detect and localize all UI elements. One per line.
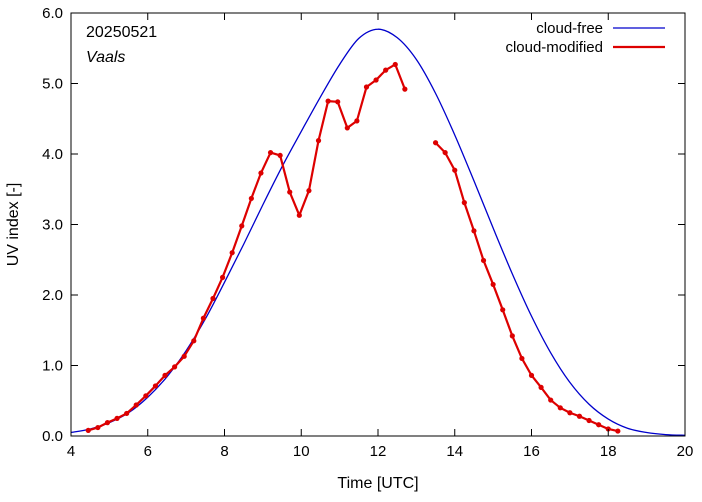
data-point-cloud-modified (296, 212, 302, 218)
data-point-cloud-modified (344, 125, 350, 131)
x-tick-label: 8 (220, 443, 228, 460)
data-point-cloud-modified (615, 428, 621, 434)
y-tick-label: 3.0 (42, 217, 63, 234)
data-point-cloud-modified (172, 364, 178, 370)
x-tick-label: 10 (293, 443, 310, 460)
data-point-cloud-modified (315, 138, 322, 144)
data-point-cloud-modified (402, 86, 408, 92)
site-annotation: Vaals (86, 49, 125, 66)
legend-label-cloud-free: cloud-free (536, 20, 603, 37)
data-point-cloud-modified (95, 424, 101, 431)
data-point-cloud-modified (432, 140, 439, 146)
data-point-cloud-modified (461, 200, 467, 206)
data-point-cloud-modified (442, 149, 448, 156)
data-point-cloud-modified (548, 397, 554, 403)
y-tick-label: 4.0 (42, 146, 63, 163)
data-point-cloud-modified (239, 223, 245, 229)
legend-label-cloud-modified: cloud-modified (505, 39, 603, 56)
data-point-cloud-modified (519, 355, 525, 362)
data-point-cloud-modified (287, 189, 293, 195)
x-tick-label: 12 (370, 443, 387, 460)
series-line-cloud-modified (87, 63, 406, 432)
x-tick-label: 16 (523, 443, 540, 460)
y-tick-label: 5.0 (42, 76, 63, 93)
y-tick-label: 2.0 (42, 287, 63, 304)
data-point-cloud-modified (124, 410, 130, 417)
data-point-cloud-modified (143, 393, 149, 399)
data-point-cloud-modified (277, 152, 283, 159)
data-point-cloud-modified (162, 372, 168, 378)
data-point-cloud-modified (586, 417, 592, 424)
data-point-cloud-modified (605, 426, 611, 432)
data-point-cloud-modified (471, 228, 477, 234)
data-point-cloud-modified (210, 295, 216, 302)
data-point-cloud-modified (576, 413, 583, 419)
data-point-cloud-modified (85, 427, 91, 433)
x-tick-label: 6 (144, 443, 152, 460)
y-axis-label: UV index [-] (5, 183, 22, 267)
data-point-cloud-modified (363, 84, 370, 90)
data-point-cloud-modified (373, 77, 379, 83)
data-point-cloud-modified (258, 170, 264, 176)
y-tick-label: 0.0 (42, 428, 63, 445)
data-point-cloud-modified (248, 195, 254, 202)
data-point-cloud-modified (538, 384, 544, 390)
data-point-cloud-modified (219, 274, 226, 280)
x-tick-label: 4 (67, 443, 75, 460)
data-point-cloud-modified (335, 99, 341, 105)
data-point-cloud-modified (181, 353, 187, 359)
data-point-cloud-modified (191, 338, 197, 344)
data-point-cloud-modified (383, 67, 389, 73)
series-line-cloud-modified (434, 141, 619, 433)
x-tick-label: 18 (600, 443, 617, 460)
data-point-cloud-modified (596, 422, 602, 428)
data-point-cloud-modified (229, 250, 235, 256)
data-point-cloud-modified (267, 149, 274, 156)
data-point-cloud-modified (114, 415, 120, 421)
data-point-cloud-modified (557, 405, 563, 411)
data-point-cloud-modified (490, 281, 496, 288)
y-tick-label: 6.0 (42, 5, 63, 22)
data-point-cloud-modified (452, 167, 458, 173)
data-point-cloud-modified (567, 410, 573, 416)
data-point-cloud-modified (500, 307, 506, 313)
date-annotation: 20250521 (86, 24, 157, 41)
data-point-cloud-modified (325, 98, 331, 104)
x-tick-label: 20 (677, 443, 694, 460)
x-axis-label: Time [UTC] (337, 475, 418, 492)
data-point-cloud-modified (509, 333, 515, 339)
data-point-cloud-modified (528, 372, 535, 378)
y-tick-label: 1.0 (42, 358, 63, 375)
data-point-cloud-modified (392, 61, 398, 68)
legend: cloud-free cloud-modified (505, 20, 665, 56)
data-point-cloud-modified (480, 257, 487, 264)
data-point-cloud-modified (200, 315, 206, 321)
x-tick-label: 14 (446, 443, 463, 460)
data-point-cloud-modified (104, 420, 111, 426)
data-point-cloud-modified (354, 118, 360, 124)
data-point-cloud-modified (306, 188, 312, 194)
data-point-cloud-modified (152, 383, 159, 389)
data-point-cloud-modified (133, 402, 139, 408)
